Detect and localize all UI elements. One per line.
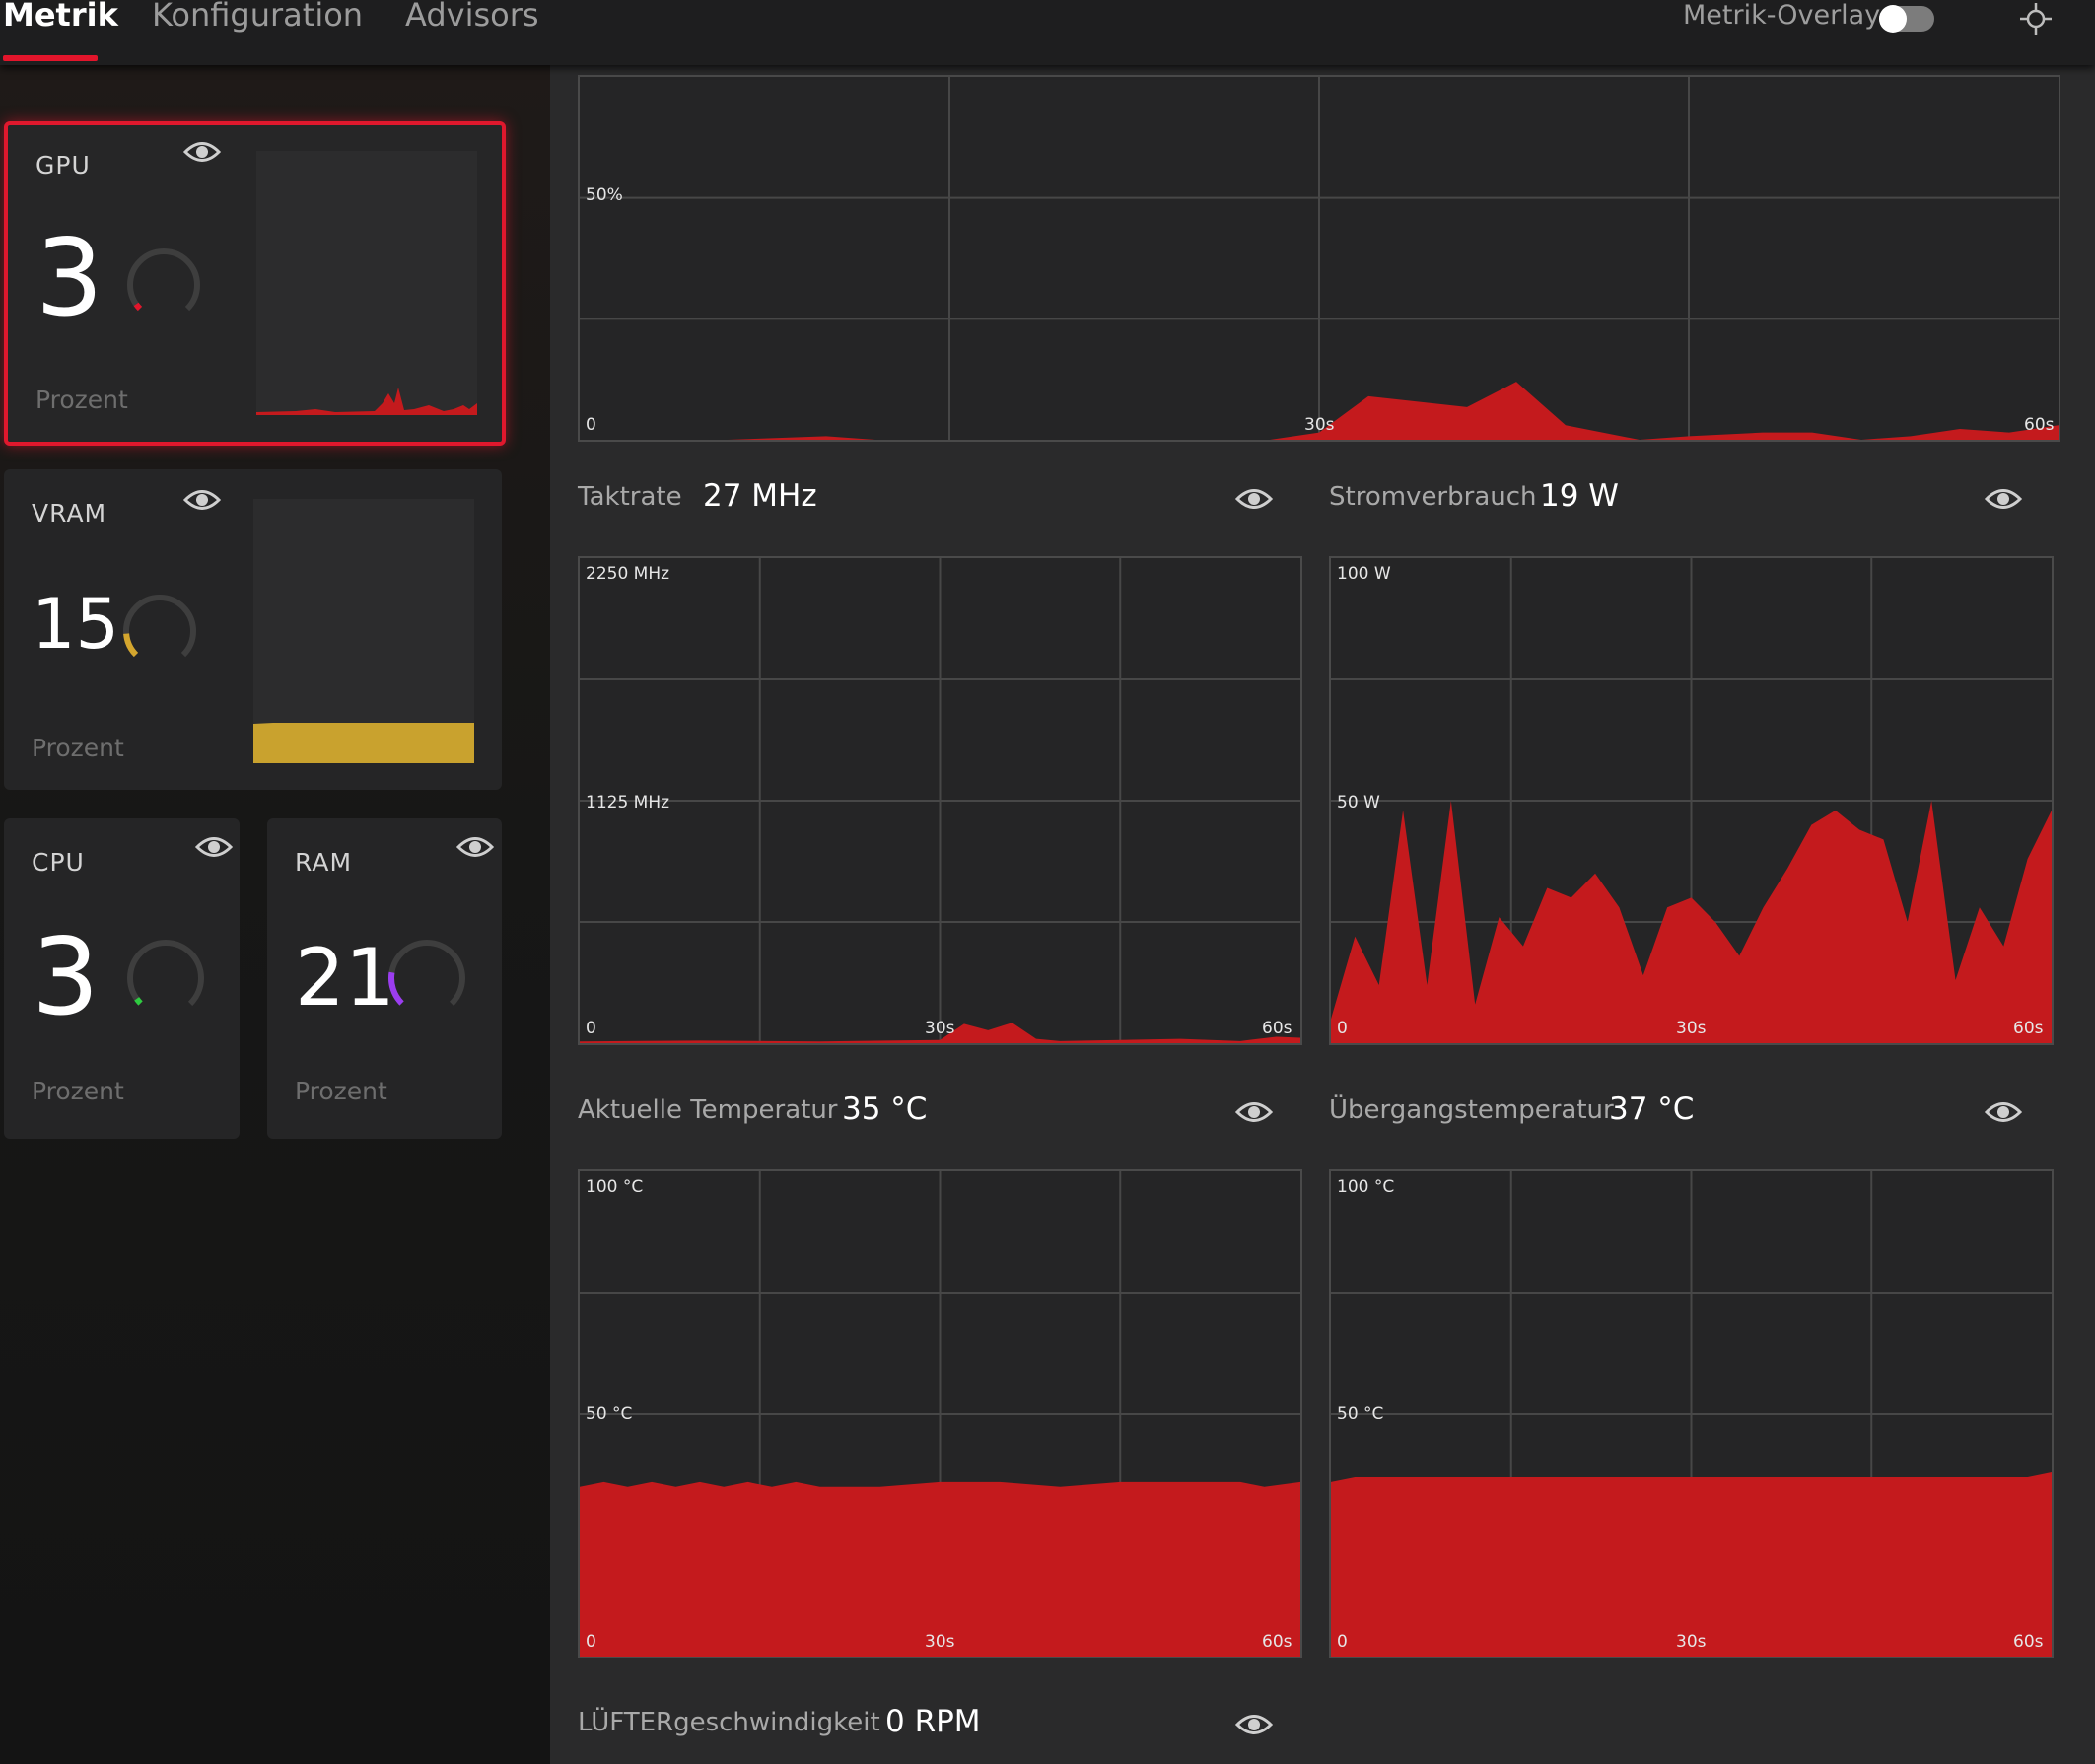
ram-card[interactable]: RAM 21 Prozent — [267, 818, 502, 1139]
ram-card-value: 21 — [295, 932, 395, 1023]
fan-speed-label: LÜFTERgeschwindigkeit — [578, 1708, 880, 1737]
y-axis-label: 1125 MHz — [586, 793, 670, 812]
gpu-usage-chart: 50% 0 30s 60s — [578, 75, 2060, 442]
y-axis-label: 50 °C — [586, 1404, 633, 1424]
y-axis-label: 0 — [1337, 1632, 1348, 1652]
gpu-card-title: GPU — [35, 151, 91, 179]
power-value: 19 W — [1540, 478, 1619, 514]
area-series-Taktrate — [580, 1023, 1300, 1043]
x-axis-label: 60s — [2024, 415, 2055, 435]
eye-icon[interactable] — [1235, 1712, 1273, 1737]
y-axis-label: 0 — [586, 415, 596, 435]
y-axis-label: 100 °C — [586, 1177, 644, 1197]
y-axis-label: 2250 MHz — [586, 564, 670, 584]
top-bar: Metrik Konfiguration Advisors Metrik-Ove… — [0, 0, 2095, 65]
clock-speed-label: Taktrate — [578, 482, 682, 512]
crosshair-icon[interactable] — [2019, 2, 2053, 35]
power-chart-plot — [1331, 558, 2052, 1043]
tab-konfiguration[interactable]: Konfiguration — [152, 0, 364, 34]
area-series-Übergangstemperatur — [1331, 1472, 2052, 1657]
gpu-gauge — [127, 248, 200, 321]
cpu-card-value: 3 — [32, 916, 100, 1039]
tab-advisors[interactable]: Advisors — [405, 0, 539, 34]
ram-card-unit: Prozent — [295, 1077, 387, 1105]
y-axis-label: 100 W — [1337, 564, 1391, 584]
y-axis-label: 0 — [1337, 1019, 1348, 1038]
clock-speed-chart: 2250 MHz 1125 MHz 0 30s 60s — [578, 556, 1302, 1045]
clock-speed-chart-plot — [580, 558, 1300, 1043]
eye-icon[interactable] — [183, 139, 221, 165]
eye-icon[interactable] — [1985, 486, 2022, 512]
fan-speed-value: 0 RPM — [885, 1704, 981, 1739]
cpu-card-title: CPU — [32, 848, 85, 877]
vram-card-value: 15 — [32, 584, 120, 665]
gpu-mini-chart — [256, 151, 477, 415]
junction-temperature-chart: 100 °C 50 °C 0 30s 60s — [1329, 1169, 2054, 1658]
x-axis-label: 30s — [1304, 415, 1335, 435]
metrics-overlay-toggle[interactable] — [1879, 5, 1934, 33]
gpu-usage-chart-plot — [580, 77, 2059, 440]
junction-temperature-chart-plot — [1331, 1171, 2052, 1657]
eye-icon[interactable] — [1235, 486, 1273, 512]
vram-card-title: VRAM — [32, 499, 107, 528]
gpu-card-unit: Prozent — [35, 386, 128, 414]
x-axis-label: 60s — [1262, 1019, 1292, 1038]
temperature-chart: 100 °C 50 °C 0 30s 60s — [578, 1169, 1302, 1658]
ram-gauge — [388, 940, 465, 1017]
area-series-Stromverbrauch — [1331, 801, 2052, 1043]
junction-temperature-value: 37 °C — [1609, 1092, 1695, 1127]
eye-icon[interactable] — [1985, 1099, 2022, 1125]
x-axis-label: 30s — [1676, 1019, 1707, 1038]
y-axis-label: 50 °C — [1337, 1404, 1384, 1424]
eye-icon[interactable] — [183, 487, 221, 513]
gpu-card[interactable]: GPU 3 Prozent — [4, 121, 506, 446]
junction-temperature-label: Übergangstemperatur — [1329, 1095, 1614, 1125]
y-axis-label: 0 — [586, 1019, 596, 1038]
cpu-card[interactable]: CPU 3 Prozent — [4, 818, 240, 1139]
area-series-Aktuelle Temperatur — [580, 1481, 1300, 1657]
eye-icon[interactable] — [456, 834, 494, 860]
cpu-card-unit: Prozent — [32, 1077, 124, 1105]
y-axis-label: 50 W — [1337, 793, 1380, 812]
x-axis-label: 60s — [2013, 1019, 2044, 1038]
y-axis-label: 50% — [586, 185, 623, 205]
power-chart: 100 W 50 W 0 30s 60s — [1329, 556, 2054, 1045]
clock-speed-value: 27 MHz — [703, 478, 817, 514]
temperature-chart-plot — [580, 1171, 1300, 1657]
gpu-card-value: 3 — [35, 217, 104, 340]
x-axis-label: 30s — [1676, 1632, 1707, 1652]
power-label: Stromverbrauch — [1329, 482, 1537, 512]
cpu-gauge — [127, 940, 204, 1017]
y-axis-label: 100 °C — [1337, 1177, 1395, 1197]
vram-card-unit: Prozent — [32, 734, 124, 762]
x-axis-label: 30s — [925, 1632, 955, 1652]
active-tab-indicator — [3, 55, 98, 61]
vram-card[interactable]: VRAM 15 Prozent — [4, 469, 502, 790]
metrics-overlay-label: Metrik-Overlay — [1683, 0, 1881, 31]
temperature-label: Aktuelle Temperatur — [578, 1095, 838, 1125]
metric-detail-panel: 50% 0 30s 60s Taktrate 27 MHz 2250 MHz 1… — [550, 65, 2095, 1764]
x-axis-label: 60s — [2013, 1632, 2044, 1652]
x-axis-label: 60s — [1262, 1632, 1292, 1652]
temperature-value: 35 °C — [842, 1092, 928, 1127]
y-axis-label: 0 — [586, 1632, 596, 1652]
ram-card-title: RAM — [295, 848, 353, 877]
vram-mini-chart — [253, 499, 474, 763]
x-axis-label: 30s — [925, 1019, 955, 1038]
eye-icon[interactable] — [1235, 1099, 1273, 1125]
tab-metrik[interactable]: Metrik — [3, 0, 118, 34]
vram-gauge — [123, 595, 196, 668]
toggle-knob — [1879, 5, 1907, 33]
eye-icon[interactable] — [195, 834, 233, 860]
